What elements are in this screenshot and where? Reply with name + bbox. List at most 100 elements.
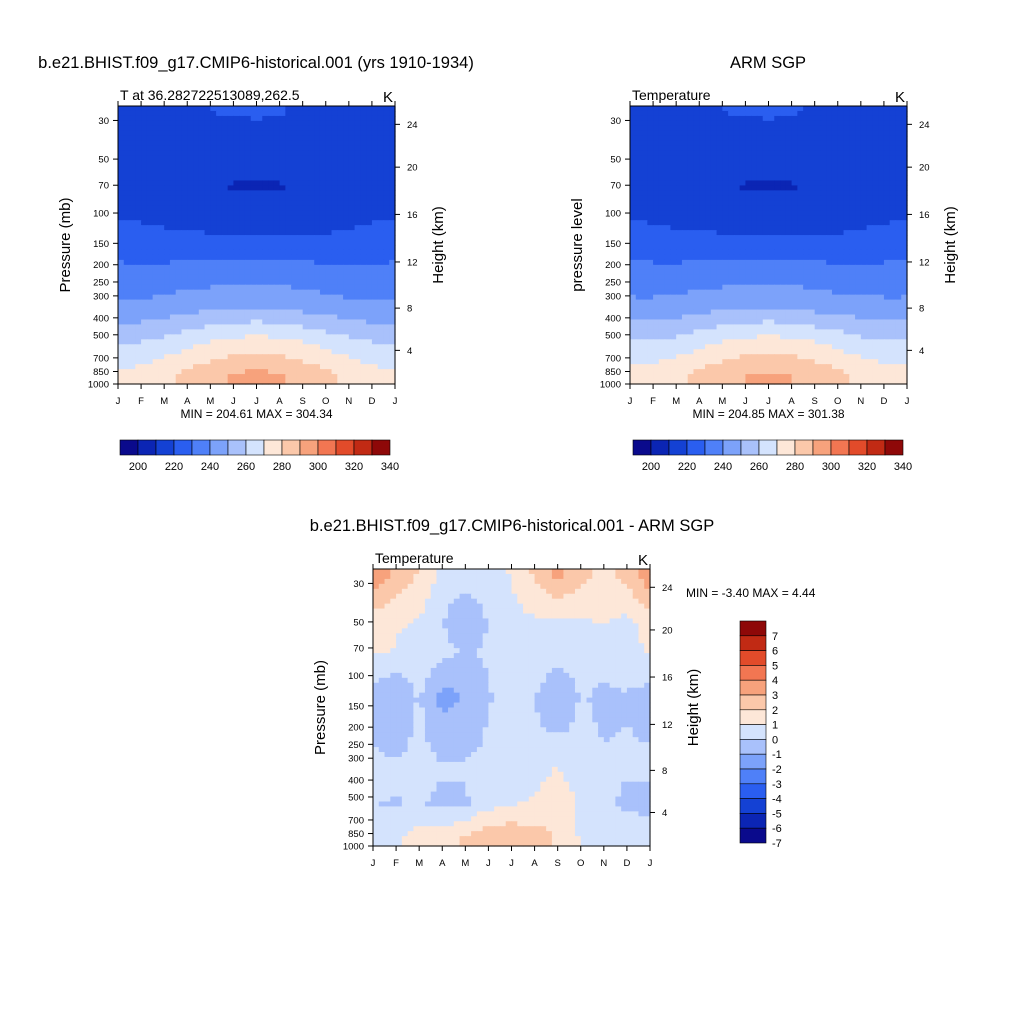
field-cell <box>216 160 223 167</box>
field-cell <box>389 230 396 236</box>
field-cell <box>319 110 327 117</box>
field-cell <box>855 200 862 206</box>
field-cell <box>630 110 637 117</box>
field-cell <box>250 359 258 365</box>
field-cell <box>366 120 373 127</box>
field-cell <box>889 110 897 117</box>
field-cell <box>216 115 223 122</box>
field-cell <box>279 150 286 157</box>
field-cell <box>325 150 333 157</box>
field-cell <box>158 230 165 236</box>
field-cell <box>175 130 183 137</box>
field-cell <box>722 304 729 311</box>
field-cell <box>279 130 286 137</box>
field-cell <box>360 274 367 281</box>
field-cell <box>141 284 148 291</box>
field-cell <box>831 319 839 326</box>
field-cell <box>808 190 816 196</box>
field-cell <box>221 145 229 152</box>
field-cell <box>268 354 275 360</box>
field-cell <box>337 180 344 187</box>
field-cell <box>383 190 390 196</box>
field-cell <box>175 254 183 261</box>
field-cell <box>210 284 217 291</box>
field-cell <box>262 304 269 311</box>
field-cell <box>296 245 304 251</box>
field-cell <box>808 324 816 330</box>
field-cell <box>221 125 229 132</box>
field-cell <box>826 115 833 122</box>
field-cell <box>653 165 660 172</box>
field-cell <box>146 230 154 236</box>
field-cell <box>239 274 246 281</box>
field-cell <box>681 150 689 157</box>
field-cell <box>647 210 654 216</box>
y-right-tick-label: 24 <box>407 120 418 131</box>
field-cell <box>837 140 845 147</box>
field-cell <box>389 145 396 152</box>
field-cell <box>273 369 281 375</box>
field-cell <box>803 160 810 167</box>
field-cell <box>273 120 281 127</box>
field-cell <box>360 304 367 311</box>
field-cell <box>123 125 131 132</box>
field-cell <box>331 339 338 345</box>
field-cell <box>319 185 327 191</box>
field-cell <box>314 185 321 191</box>
field-cell <box>250 374 258 380</box>
field-cell <box>641 284 648 291</box>
field-cell <box>803 319 810 326</box>
field-cell <box>291 319 298 326</box>
field-cell <box>878 170 885 177</box>
field-cell <box>389 110 396 117</box>
field-cell <box>123 279 131 286</box>
field-cell <box>296 329 304 335</box>
field-cell <box>118 135 125 142</box>
field-cell <box>198 249 206 256</box>
field-cell <box>123 210 131 216</box>
field-cell <box>843 155 850 162</box>
field-cell <box>146 359 154 365</box>
field-cell <box>883 284 891 291</box>
field-cell <box>826 205 833 211</box>
field-cell <box>152 339 159 345</box>
field-cell <box>268 319 275 326</box>
field-cell <box>169 359 177 365</box>
field-cell <box>152 274 159 281</box>
field-cell <box>129 155 136 162</box>
field-cell <box>366 175 373 182</box>
field-cell <box>751 309 758 316</box>
field-cell <box>676 240 683 246</box>
field-cell <box>664 230 671 236</box>
field-cell <box>676 284 683 291</box>
field-cell <box>872 120 879 127</box>
field-cell <box>325 245 333 251</box>
field-cell <box>302 195 310 201</box>
field-cell <box>308 354 315 360</box>
field-cell <box>141 195 148 201</box>
field-cell <box>187 125 194 132</box>
field-cell <box>377 309 385 316</box>
field-cell <box>152 235 159 241</box>
field-cell <box>371 130 379 137</box>
field-cell <box>630 106 637 112</box>
field-cell <box>250 314 258 321</box>
field-cell <box>693 309 700 316</box>
field-cell <box>256 269 263 276</box>
field-cell <box>377 304 385 311</box>
field-cell <box>187 284 194 291</box>
field-cell <box>831 254 839 261</box>
field-cell <box>354 110 361 117</box>
field-cell <box>123 225 131 231</box>
field-cell <box>814 215 822 221</box>
field-cell <box>872 160 879 167</box>
field-cell <box>377 319 385 326</box>
field-cell <box>291 175 298 182</box>
field-cell <box>843 269 850 276</box>
field-cell <box>204 324 211 330</box>
field-cell <box>181 205 188 211</box>
field-cell <box>366 304 373 311</box>
field-cell <box>262 369 269 375</box>
field-cell <box>354 264 361 271</box>
field-cell <box>687 190 695 196</box>
